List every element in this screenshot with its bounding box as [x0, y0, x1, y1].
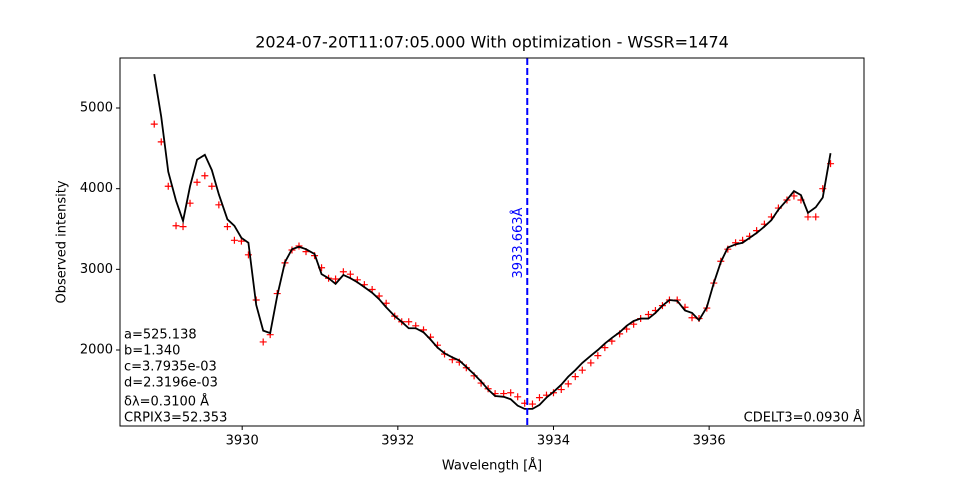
plot-frame — [119, 57, 865, 427]
data-point — [557, 386, 565, 394]
annotation: b=1.340 — [124, 344, 180, 359]
y-tick-label: 5000 — [80, 101, 113, 116]
x-axis-label: Wavelength [Å] — [442, 458, 542, 474]
x-tick-label: 3932 — [381, 434, 414, 449]
data-point — [186, 199, 194, 207]
model-line — [153, 73, 832, 410]
data-point — [164, 182, 172, 190]
data-point — [215, 201, 223, 209]
data-point — [601, 344, 609, 352]
data-point — [644, 311, 652, 319]
data-point — [578, 366, 586, 374]
x-tick-label: 3934 — [537, 434, 570, 449]
data-point — [230, 236, 238, 244]
data-point — [405, 318, 413, 326]
y-axis-label: Observed intensity — [55, 180, 70, 303]
y-tick-label: 4000 — [80, 181, 113, 196]
annotation: c=3.7935e-03 — [124, 360, 217, 375]
data-point — [223, 223, 231, 231]
data-point — [179, 223, 187, 231]
data-point — [150, 120, 158, 128]
data-point — [507, 389, 515, 397]
data-point — [259, 338, 267, 346]
data-point — [193, 178, 201, 186]
chart-title: 2024-07-20T11:07:05.000 With optimizatio… — [255, 33, 729, 52]
data-point — [594, 352, 602, 360]
data-point — [514, 393, 522, 401]
data-point — [172, 222, 180, 230]
data-point — [564, 380, 572, 388]
data-point — [528, 400, 536, 408]
data-point — [346, 270, 354, 278]
data-point — [587, 359, 595, 367]
y-tick-label: 2000 — [80, 343, 113, 358]
annotation: d=2.3196e-03 — [124, 376, 218, 391]
data-point — [535, 394, 543, 402]
data-point — [688, 314, 696, 322]
annotation: δλ=0.3100 Å — [124, 394, 209, 410]
annotation: CRPIX3=52.353 — [124, 411, 227, 426]
data-point — [812, 213, 820, 221]
plot-area — [150, 73, 835, 410]
data-point — [208, 182, 216, 190]
annotation: CDELT3=0.0930 Å — [744, 410, 862, 426]
x-tick-label: 3930 — [226, 434, 259, 449]
annotation: a=525.138 — [124, 328, 197, 343]
reference-label: 3933.663Å — [510, 207, 526, 278]
data-point — [790, 192, 798, 200]
y-tick-label: 3000 — [80, 262, 113, 277]
data-point — [332, 275, 340, 283]
data-point — [571, 373, 579, 381]
x-tick-label: 3936 — [693, 434, 726, 449]
data-point — [804, 213, 812, 221]
data-point — [201, 172, 209, 180]
